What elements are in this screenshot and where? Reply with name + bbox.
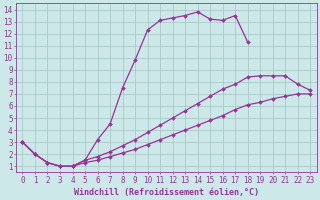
X-axis label: Windchill (Refroidissement éolien,°C): Windchill (Refroidissement éolien,°C)	[74, 188, 259, 197]
